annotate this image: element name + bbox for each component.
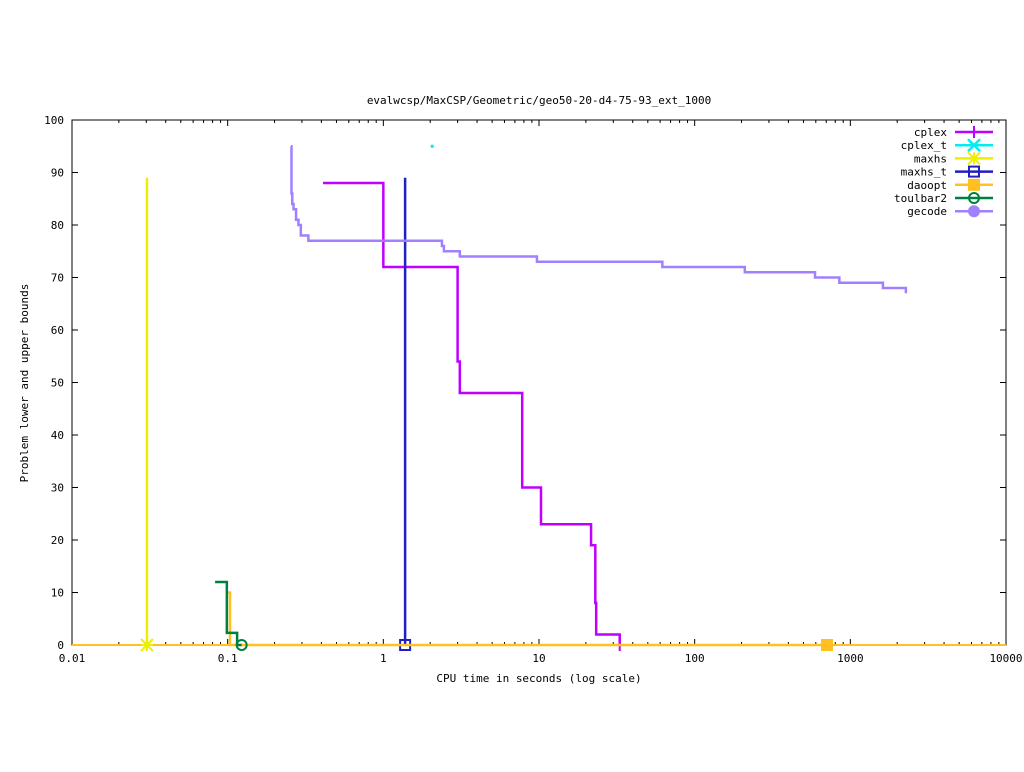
series-cplex_t	[430, 144, 434, 148]
legend-item-maxhs: maxhs	[914, 151, 993, 166]
x-tick-label: 10	[532, 652, 545, 665]
series-line-gecode	[290, 145, 908, 294]
legend-item-cplex: cplex	[914, 126, 993, 139]
series-toulbar2	[215, 580, 248, 651]
legend-item-toulbar2: toulbar2	[894, 192, 993, 205]
y-tick-label: 60	[51, 324, 64, 337]
legend-marker	[968, 192, 980, 204]
marker-daoopt	[820, 639, 833, 651]
legend-label: gecode	[907, 205, 947, 218]
legend-marker	[968, 178, 980, 191]
data-point-cplex_t	[430, 144, 434, 148]
y-tick-label: 80	[51, 219, 64, 232]
legend-label: toulbar2	[894, 192, 947, 205]
series-daoopt	[227, 591, 833, 651]
legend-marker	[967, 151, 981, 166]
series-line-daoopt	[227, 591, 827, 647]
y-tick-label: 70	[51, 272, 64, 285]
legend-label: daoopt	[907, 179, 947, 192]
y-tick-label: 40	[51, 429, 64, 442]
y-tick-label: 30	[51, 482, 64, 495]
series-gecode	[290, 145, 908, 294]
y-axis-label: Problem lower and upper bounds	[18, 284, 31, 483]
y-tick-label: 90	[51, 167, 64, 180]
legend-item-daoopt: daoopt	[907, 178, 993, 192]
legend-marker	[968, 165, 980, 178]
chart-title: evalwcsp/MaxCSP/Geometric/geo50-20-d4-75…	[367, 94, 711, 107]
x-tick-label: 10000	[989, 652, 1022, 665]
legend-marker	[967, 138, 981, 153]
x-tick-label: 0.1	[218, 652, 238, 665]
y-tick-label: 100	[44, 114, 64, 127]
x-axis-label: CPU time in seconds (log scale)	[436, 672, 641, 685]
x-tick-label: 1000	[837, 652, 864, 665]
y-tick-label: 0	[57, 639, 64, 652]
legend-item-cplex_t: cplex_t	[901, 138, 993, 153]
series-line-toulbar2	[215, 580, 242, 647]
legend-label: cplex	[914, 126, 947, 139]
x-tick-label: 1	[380, 652, 387, 665]
marker-toulbar2	[235, 639, 248, 651]
legend-label: maxhs_t	[901, 166, 947, 179]
legend-marker	[968, 205, 980, 218]
x-tick-label: 0.01	[59, 652, 86, 665]
y-tick-label: 50	[51, 377, 64, 390]
y-tick-label: 10	[51, 587, 64, 600]
legend-marker	[968, 126, 980, 138]
marker-maxhs	[140, 638, 154, 652]
legend-label: maxhs	[914, 152, 947, 165]
series-maxhs	[140, 177, 154, 652]
legend-item-maxhs_t: maxhs_t	[901, 165, 993, 179]
y-tick-label: 20	[51, 534, 64, 547]
legend-label: cplex_t	[901, 139, 947, 152]
legend-item-gecode: gecode	[907, 205, 993, 218]
x-tick-label: 100	[685, 652, 705, 665]
series-line-cplex	[323, 181, 621, 645]
